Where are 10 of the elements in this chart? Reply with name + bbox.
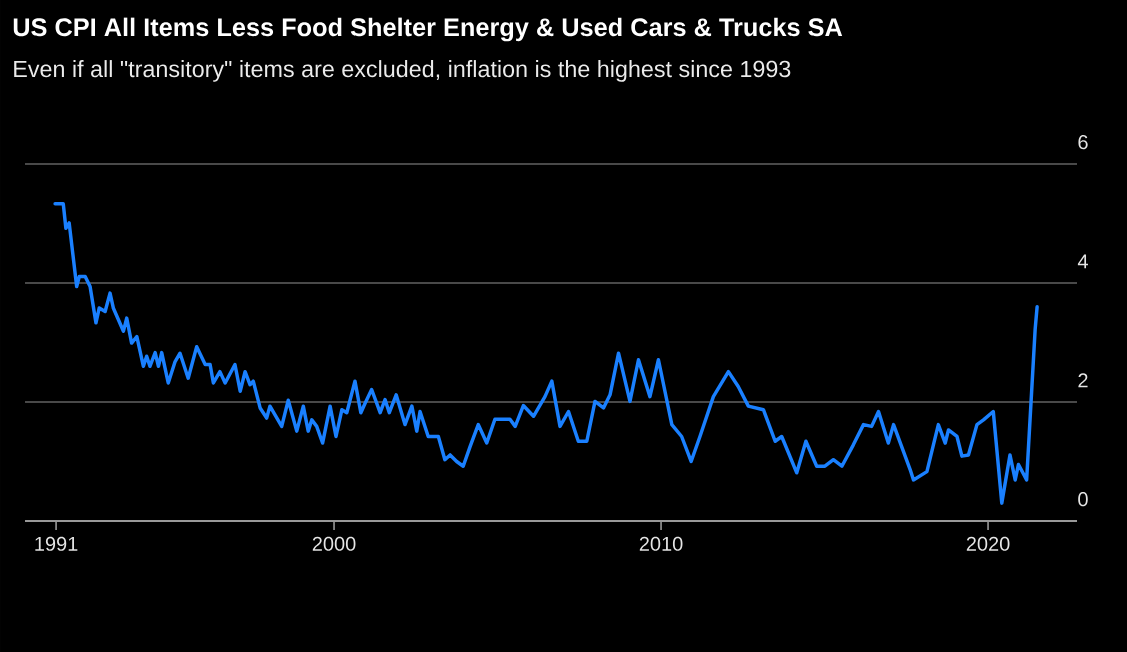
- chart-subtitle: Even if all "transitory" items are excluded, inflation is the highest since 1993: [14, 60, 791, 82]
- x-tick-label: 2020: [966, 536, 1010, 551]
- y-tick-label: 4: [1077, 254, 1088, 269]
- y-tick-label: 6: [1078, 135, 1088, 150]
- y-tick-label: 0: [1078, 492, 1088, 507]
- chart-title: US CPI All Items Less Food Shelter Energy & Used Cars & Trucks SA: [13, 17, 843, 42]
- x-tick-label: 2000: [312, 536, 356, 551]
- x-tick-label: 2010: [639, 536, 683, 551]
- x-tick-label: 1991: [35, 536, 78, 551]
- y-tick-label: 2: [1078, 373, 1088, 388]
